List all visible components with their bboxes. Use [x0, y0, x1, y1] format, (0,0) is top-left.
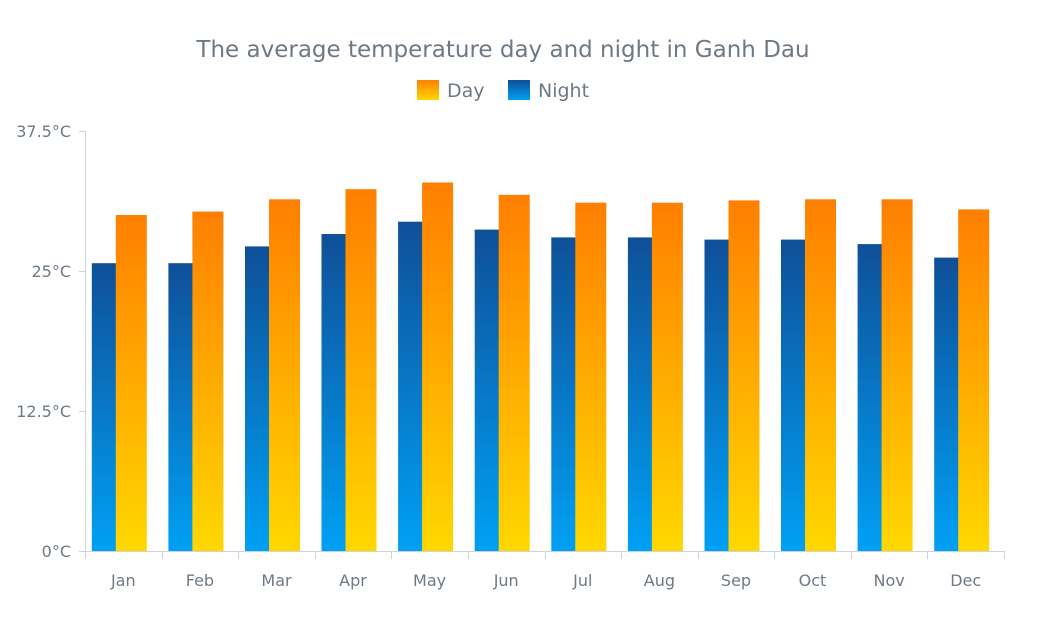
x-tick-label-dec: Dec — [950, 571, 981, 590]
x-tick-label-jun: Jun — [493, 571, 519, 590]
bar-day-mar[interactable] — [269, 199, 300, 552]
bar-day-sep[interactable] — [728, 200, 760, 551]
x-tick-label-feb: Feb — [186, 571, 214, 590]
bar-day-apr[interactable] — [345, 189, 377, 551]
x-tick-label-jan: Jan — [110, 571, 136, 590]
bar-day-may[interactable] — [422, 182, 454, 552]
x-tick-label-oct: Oct — [799, 571, 827, 590]
x-tick-label-mar: Mar — [261, 571, 292, 590]
x-tick-label-sep: Sep — [721, 571, 751, 590]
legend-swatch-night — [508, 80, 530, 100]
bar-day-dec[interactable] — [958, 209, 990, 551]
x-tick-label-nov: Nov — [873, 571, 904, 590]
bar-day-feb[interactable] — [192, 211, 224, 551]
x-tick-label-aug: Aug — [644, 571, 675, 590]
legend-label-day: Day — [447, 80, 485, 102]
bar-day-jul[interactable] — [575, 202, 607, 551]
x-axis: Jan Feb Mar Apr May Jun Jul Aug Sep Oct Nov Dec — [85, 551, 1005, 590]
bar-day-oct[interactable] — [805, 199, 836, 552]
y-axis: 0°C 12.5°C 25°C 37.5°C — [16, 122, 86, 561]
legend-item-night[interactable]: Night — [508, 80, 589, 102]
bar-day-jan[interactable] — [115, 215, 147, 551]
chart-title: The average temperature day and night in… — [195, 37, 809, 63]
y-tick-label: 37.5°C — [16, 122, 71, 141]
legend-label-night: Night — [538, 80, 589, 102]
y-tick-label: 12.5°C — [16, 402, 71, 421]
legend-item-day[interactable]: Day — [417, 80, 485, 102]
y-tick-label: 0°C — [42, 542, 71, 561]
x-tick-label-jul: Jul — [572, 571, 592, 590]
x-tick-label-may: May — [413, 571, 446, 590]
bar-day-aug[interactable] — [651, 202, 683, 551]
x-tick-label-apr: Apr — [339, 571, 367, 590]
legend: Day Night — [417, 80, 589, 102]
bar-day-jun[interactable] — [498, 194, 530, 552]
y-tick-label: 25°C — [31, 262, 71, 281]
bars-group — [91, 182, 990, 552]
legend-swatch-day — [417, 80, 439, 100]
bar-day-nov[interactable] — [881, 199, 913, 552]
